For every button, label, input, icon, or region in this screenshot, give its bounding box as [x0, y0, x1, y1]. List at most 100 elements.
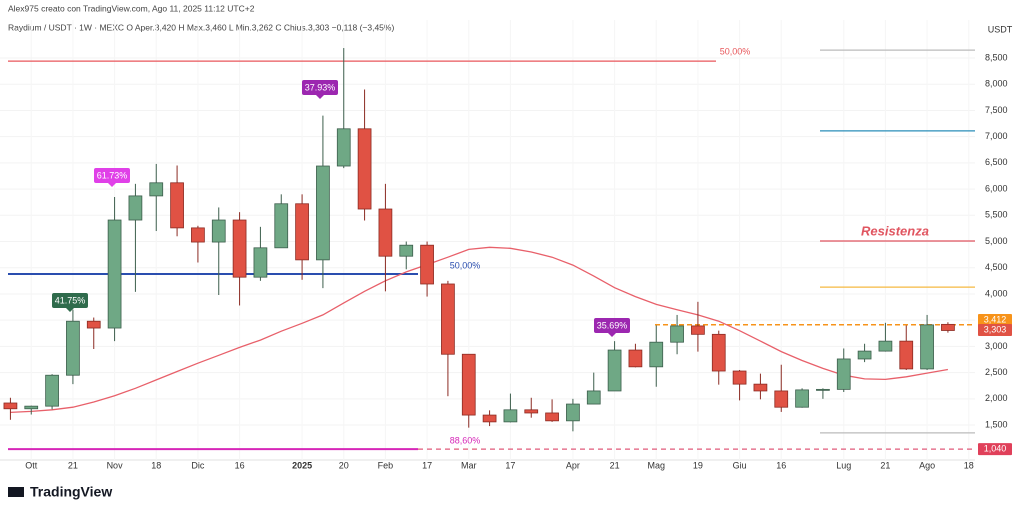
annotation-box [94, 168, 130, 183]
y-tick-label: 4,500 [985, 262, 1008, 272]
x-tick-label: 18 [964, 460, 974, 470]
level-label: 88,60% [450, 435, 481, 445]
candle-body [941, 323, 955, 331]
logo: TradingView [8, 484, 112, 500]
annotation-pointer [66, 308, 74, 312]
x-tick-label: 16 [235, 460, 245, 470]
candle-body [836, 358, 851, 390]
y-tick-label: 3,000 [985, 341, 1008, 351]
level-label: Resistenza [861, 223, 929, 238]
candle-body [545, 412, 559, 422]
x-tick-label: 18 [151, 460, 161, 470]
candle-body [753, 383, 768, 392]
y-tick-label: 8,500 [985, 52, 1008, 62]
x-tick-label: 21 [880, 460, 890, 470]
candle-body [399, 244, 414, 257]
candle-body [420, 244, 434, 285]
credit: Alex975 creato con TradingView.com, Ago … [8, 3, 255, 13]
annotation-text: 37.93% [305, 82, 336, 92]
x-tick-label: Nov [107, 460, 124, 470]
x-tick-label: Dic [191, 460, 204, 470]
y-tick-label: 2,500 [985, 367, 1008, 377]
candle-body [441, 283, 455, 355]
annotation-text: 35.69% [597, 320, 628, 330]
y-tick-label: 7,000 [985, 131, 1008, 141]
x-tick-label: 2025 [292, 460, 312, 470]
y-tick-label: 5,500 [985, 210, 1008, 220]
x-tick-label: Apr [566, 460, 580, 470]
y-tick-label: 4,000 [985, 288, 1008, 298]
candle-body [670, 325, 684, 343]
annotation-pointer [608, 333, 616, 337]
annotation-box [594, 318, 630, 333]
candle-body [795, 389, 809, 408]
candle-body [566, 403, 580, 422]
x-tick-label: Ott [25, 460, 38, 470]
y-tick-label: 8,000 [985, 79, 1008, 89]
x-tick-label: 17 [505, 460, 515, 470]
annotation-text: 61.73% [97, 170, 128, 180]
annotation-box [302, 80, 338, 95]
annotation-box [52, 293, 88, 308]
candle-body [461, 353, 476, 416]
candle-body [211, 219, 226, 243]
x-tick-label: Giu [733, 460, 747, 470]
y-tick-label: 5,000 [985, 236, 1008, 246]
candle-body [711, 333, 726, 372]
x-tick-label: 17 [422, 460, 432, 470]
candle-body [857, 350, 872, 360]
price-tag [978, 314, 1012, 326]
candle-body [66, 320, 80, 376]
candle-body [878, 340, 893, 352]
annotation-text: 41.75% [55, 295, 86, 305]
candle-body [503, 409, 518, 423]
price-tag-label: 3,303 [984, 324, 1007, 334]
candle-body [149, 182, 164, 197]
x-tick-label: 20 [339, 460, 349, 470]
candle-body [274, 203, 289, 249]
candle-body [107, 219, 122, 329]
candle-body [191, 227, 205, 243]
candle-body [316, 165, 330, 261]
candle-body [482, 414, 497, 423]
y-tick-label: 6,500 [985, 157, 1008, 167]
x-tick-label: 16 [776, 460, 786, 470]
logo-text: TradingView [30, 484, 112, 500]
annotation-pointer [316, 95, 324, 99]
candle-body [357, 128, 372, 210]
level-label: 50,00% [450, 260, 481, 270]
candle-body [86, 320, 101, 329]
x-tick-label: Mar [461, 460, 477, 470]
price-tag-label: 3,412 [984, 314, 1007, 324]
candle-body [170, 182, 184, 229]
price-tag-label: 1,040 [984, 444, 1007, 454]
candle-body [3, 402, 18, 410]
x-tick-label: Lug [836, 460, 851, 470]
candle-body [628, 349, 643, 368]
y-tick-label: 6,000 [985, 183, 1008, 193]
candle-body [128, 195, 143, 221]
candle-body [774, 390, 789, 408]
candle-body [586, 390, 601, 405]
x-tick-label: 21 [68, 460, 78, 470]
x-tick-label: Feb [378, 460, 394, 470]
candle-body [24, 405, 39, 410]
x-tick-label: Mag [647, 460, 665, 470]
candle-body [524, 409, 539, 414]
candle-body [816, 388, 830, 391]
symbol-info: Raydium / USDT · 1W · MEXC O Aper.3,420 … [8, 22, 394, 32]
x-tick-label: 19 [693, 460, 703, 470]
candle-body [920, 324, 934, 370]
y-tick-label: 7,500 [985, 105, 1008, 115]
candle-body [253, 247, 268, 278]
candle-body [378, 208, 393, 257]
candle-body [45, 374, 59, 407]
price-tag [978, 324, 1012, 336]
candle-body [899, 340, 914, 370]
candle-body [732, 370, 747, 385]
y-tick-label: 2,000 [985, 393, 1008, 403]
price-tag [978, 443, 1012, 456]
candle-body [649, 341, 664, 368]
candle-body [336, 128, 351, 167]
y-tick-label: 1,500 [985, 419, 1008, 429]
